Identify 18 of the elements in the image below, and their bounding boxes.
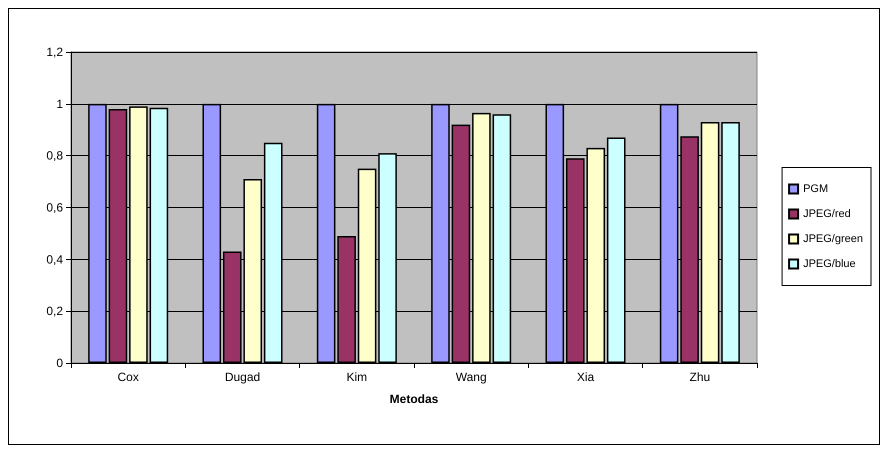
y-tick-label: 0 [56, 356, 64, 370]
y-tick-label: 0,8 [46, 148, 64, 163]
x-tick-label: Kim [346, 370, 368, 384]
legend-label: JPEG/green [803, 233, 863, 245]
legend-label: PGM [803, 183, 828, 195]
x-tick-label: Wang [456, 370, 487, 384]
x-tick-label: Xia [576, 370, 594, 384]
x-tick-label: Dugad [224, 370, 260, 384]
x-axis-title: Metodas [390, 392, 439, 406]
y-tick-label: 1 [56, 96, 64, 111]
y-tick-label: 1,2 [46, 45, 64, 59]
legend-label: JPEG/red [803, 208, 851, 220]
y-tick-label: 0,2 [46, 304, 64, 318]
x-tick-label: Zhu [689, 370, 710, 384]
legend-label: JPEG/blue [803, 258, 856, 270]
y-tick-label: 0,4 [46, 252, 64, 266]
x-tick-label: Cox [117, 370, 139, 384]
y-tick-label: 0,6 [46, 200, 64, 214]
